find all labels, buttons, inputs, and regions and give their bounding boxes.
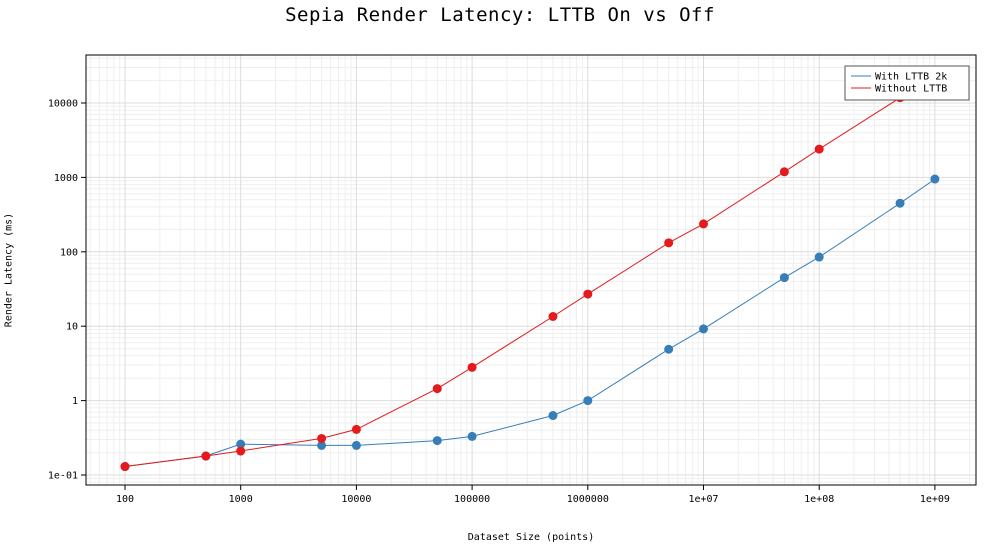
- series-line: [124, 97, 901, 467]
- x-tick-label: 100000: [454, 494, 490, 505]
- data-point: [664, 344, 674, 354]
- legend-label: With LTTB 2k: [875, 72, 947, 83]
- series-2: [120, 93, 905, 472]
- data-point: [930, 174, 940, 184]
- series-layer: [120, 93, 940, 472]
- x-tick-label: 1000000: [567, 494, 609, 505]
- legend-label: Without LTTB: [875, 84, 947, 95]
- chart-title: Sepia Render Latency: LTTB On vs Off: [285, 4, 715, 26]
- minor-gridlines: [86, 55, 976, 485]
- data-point: [699, 324, 708, 334]
- legend-box: [844, 65, 970, 101]
- data-point: [699, 219, 708, 229]
- y-tick-label: 1: [72, 396, 78, 407]
- data-point: [895, 198, 905, 208]
- data-point: [317, 433, 327, 443]
- plot-frame: [85, 54, 977, 486]
- x-tick-label: 1e+07: [688, 494, 718, 505]
- y-tick-label: 100: [60, 247, 78, 258]
- data-point: [236, 439, 246, 449]
- x-tick-label: 1e+09: [920, 494, 950, 505]
- x-tick-label: 1000: [229, 494, 253, 505]
- x-tick-label: 1e+08: [804, 494, 834, 505]
- data-point: [317, 440, 327, 450]
- data-point: [548, 411, 558, 421]
- x-tick-label: 10000: [341, 494, 371, 505]
- y-tick-label: 1e-01: [48, 471, 78, 482]
- major-gridlines: [86, 55, 976, 485]
- data-point: [814, 252, 824, 262]
- y-tick-label: 1000: [54, 173, 78, 184]
- y-axis-label: Render Latency (ms): [3, 212, 15, 328]
- data-point: [432, 436, 442, 446]
- data-point: [814, 144, 824, 154]
- y-tick-label: 10000: [48, 99, 78, 110]
- x-tick-label: 100: [116, 494, 134, 505]
- data-point: [548, 312, 558, 322]
- data-point: [351, 440, 361, 450]
- data-point: [583, 396, 593, 406]
- data-point: [432, 384, 442, 394]
- data-point: [583, 289, 593, 299]
- data-point: [236, 446, 246, 456]
- data-point: [664, 238, 674, 248]
- data-point: [201, 451, 211, 461]
- y-tick-label: 10: [66, 322, 78, 333]
- data-point: [467, 431, 477, 441]
- x-axis-label: Dataset Size (points): [467, 532, 595, 543]
- data-point: [467, 362, 477, 372]
- data-point: [779, 273, 789, 283]
- data-point: [351, 424, 361, 434]
- series-1: [120, 174, 940, 472]
- axis-ticks: 100 1000 10000 100000 1000000 1e+07 1e+08 1e+09…: [48, 99, 950, 506]
- data-point: [120, 462, 130, 472]
- data-point: [779, 167, 789, 177]
